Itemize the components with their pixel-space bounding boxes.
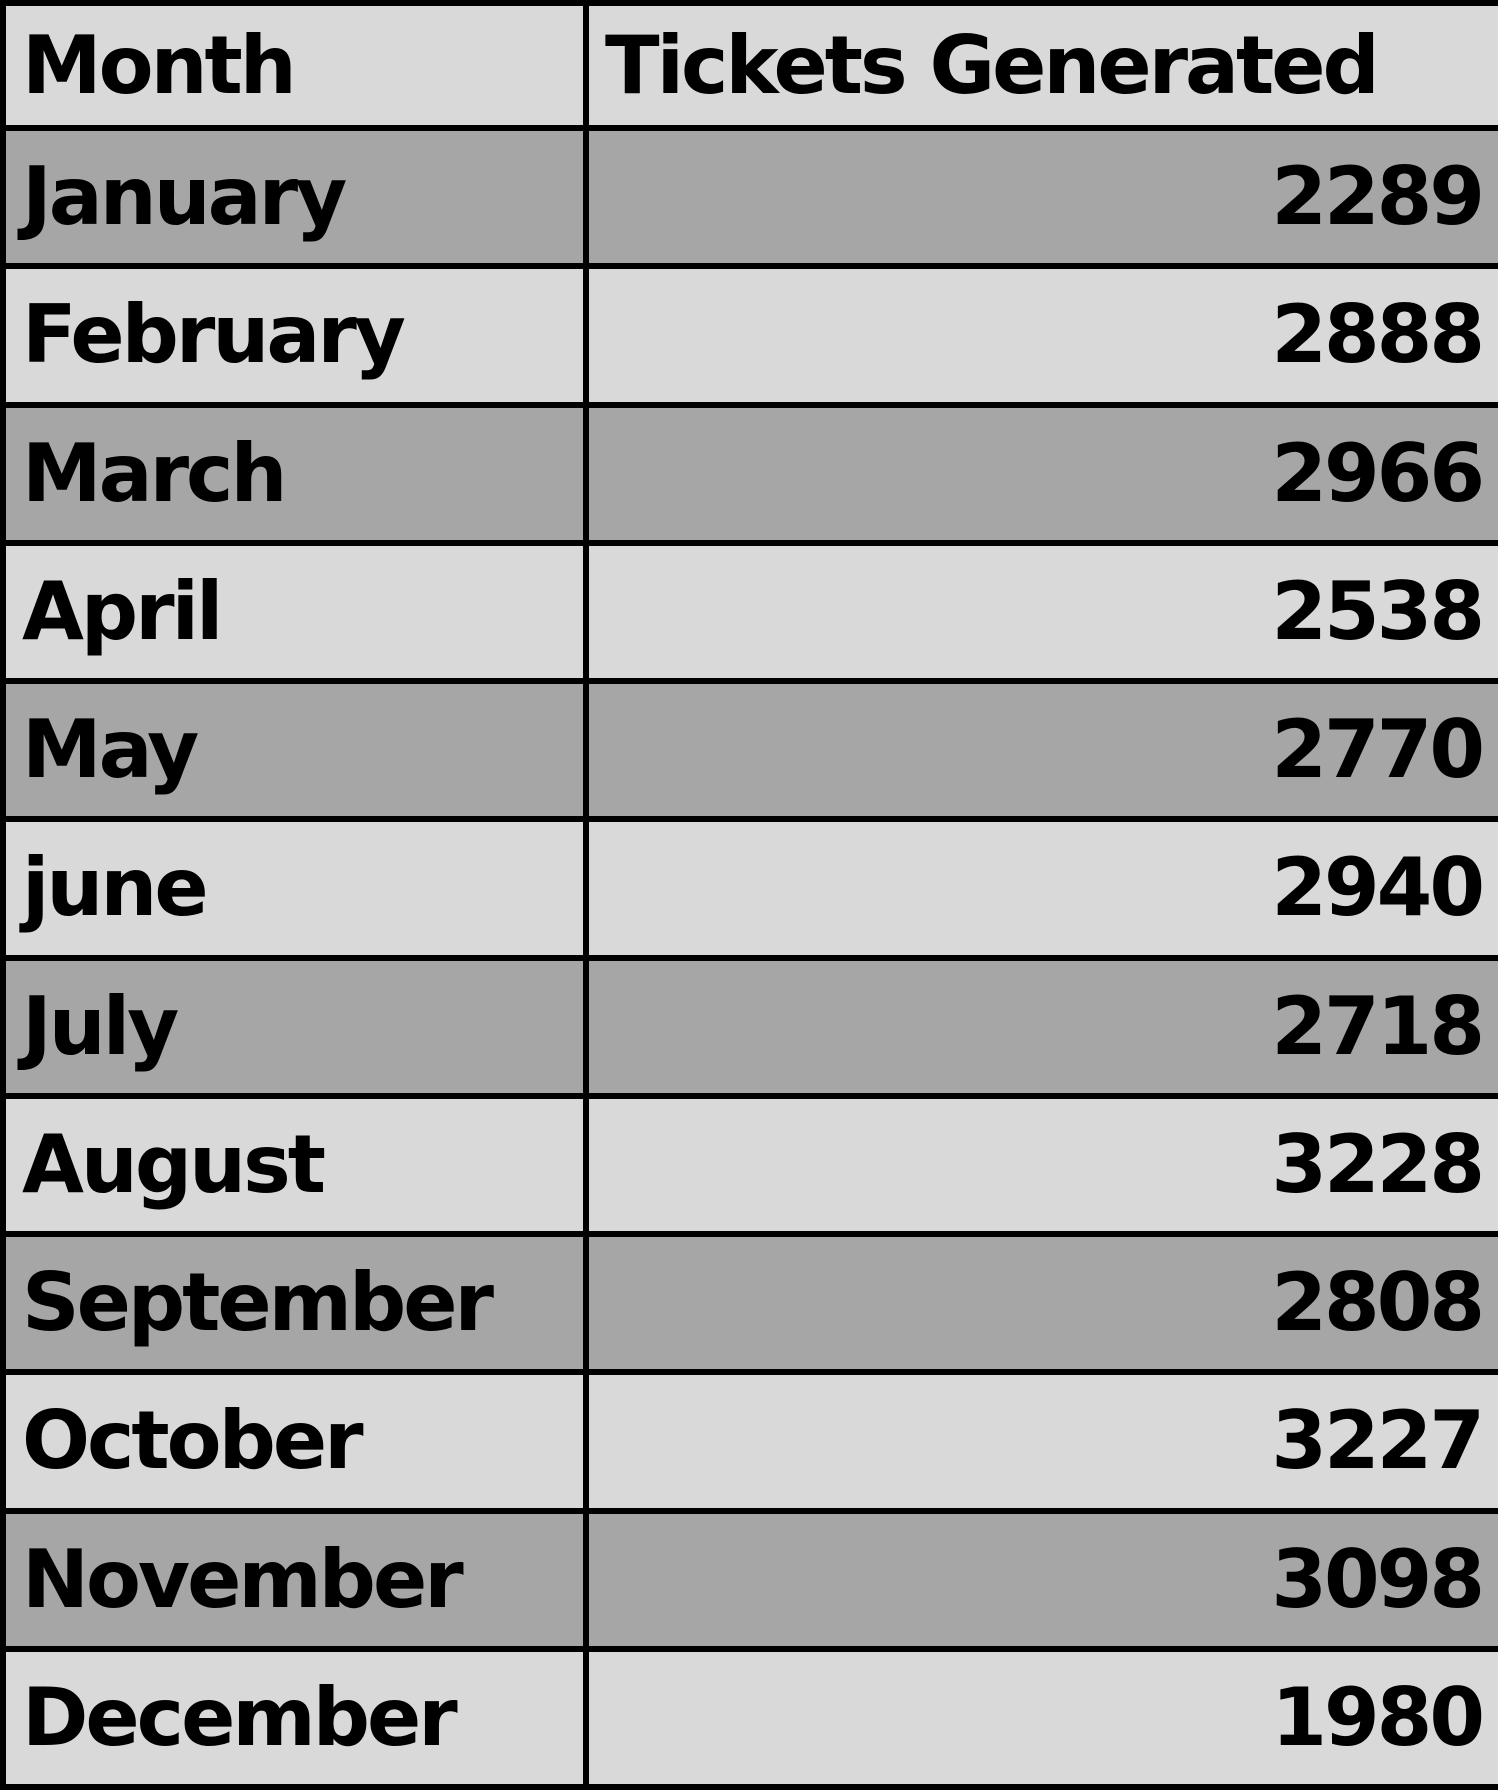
month-cell: April	[0, 539, 589, 685]
month-cell: December	[0, 1645, 589, 1790]
column-header-tickets-generated: Tickets Generated	[583, 0, 1498, 131]
table-row: October 3227	[0, 1369, 1498, 1514]
table-row: May 2770	[0, 677, 1498, 823]
tickets-generated-cell: 3228	[583, 1092, 1498, 1238]
table-row: April 2538	[0, 539, 1498, 685]
month-cell: May	[0, 677, 589, 823]
table-row: September 2808	[0, 1230, 1498, 1376]
tickets-generated-cell: 2888	[583, 263, 1498, 408]
table-row: March 2966	[0, 401, 1498, 546]
month-cell: January	[0, 124, 589, 270]
month-cell: October	[0, 1369, 589, 1514]
table-body: January 2289 February 2888 March 2966 April 253…	[0, 124, 1498, 1790]
month-cell: November	[0, 1507, 589, 1652]
month-cell: September	[0, 1230, 589, 1376]
tickets-generated-cell: 2966	[583, 401, 1498, 546]
month-cell: june	[0, 816, 589, 961]
table-row: January 2289	[0, 124, 1498, 270]
month-cell: February	[0, 263, 589, 408]
month-cell: July	[0, 954, 589, 1099]
table-row: February 2888	[0, 263, 1498, 408]
tickets-generated-cell: 1980	[583, 1645, 1498, 1790]
table-row: August 3228	[0, 1092, 1498, 1238]
tickets-generated-cell: 2770	[583, 677, 1498, 823]
tickets-generated-cell: 3098	[583, 1507, 1498, 1652]
month-cell: March	[0, 401, 589, 546]
table-row: December 1980	[0, 1645, 1498, 1790]
tickets-generated-cell: 2808	[583, 1230, 1498, 1376]
tickets-generated-cell: 2289	[583, 124, 1498, 270]
table-row: July 2718	[0, 954, 1498, 1099]
table-row: june 2940	[0, 816, 1498, 961]
table-row: November 3098	[0, 1507, 1498, 1652]
tickets-generated-cell: 3227	[583, 1369, 1498, 1514]
tickets-generated-cell: 2718	[583, 954, 1498, 1099]
table-header-row: Month Tickets Generated	[0, 0, 1498, 131]
tickets-generated-cell: 2538	[583, 539, 1498, 685]
tickets-generated-cell: 2940	[583, 816, 1498, 961]
column-header-month: Month	[0, 0, 589, 131]
month-cell: August	[0, 1092, 589, 1238]
